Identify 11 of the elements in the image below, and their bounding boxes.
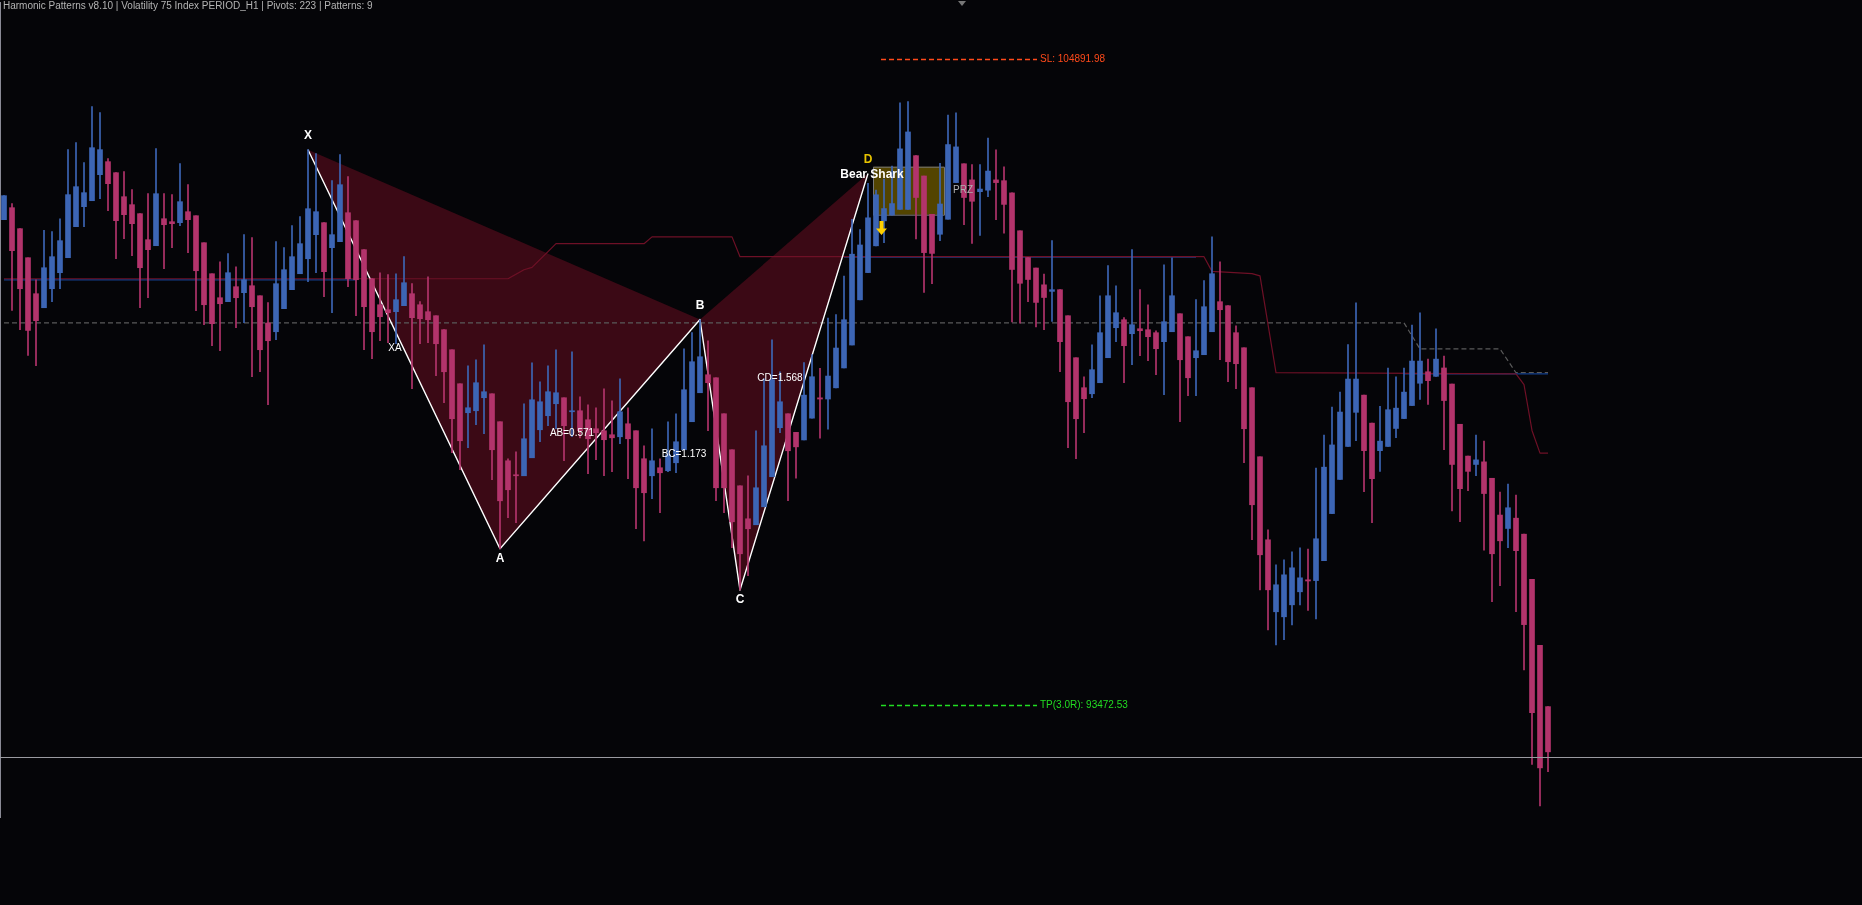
annotation: XA: [388, 341, 402, 353]
ref-line-label: SL: 104891.98: [1040, 53, 1106, 65]
data-label: X: [303, 128, 313, 143]
chart-title: Harmonic Patterns v8.10 | Volatility 75 Index PERIOD_H1 | Pivots: 223 | Patterns: 9: [3, 0, 373, 11]
annotation: CD=1.568: [757, 371, 804, 383]
data-label: B: [695, 297, 705, 312]
ref-line-label: TP(3.0R): 93472.53: [1040, 699, 1129, 711]
data-label: D: [863, 151, 873, 166]
data-label: C: [735, 592, 745, 607]
annotation: AB=0.571: [549, 426, 595, 438]
data-label: A: [495, 551, 505, 566]
